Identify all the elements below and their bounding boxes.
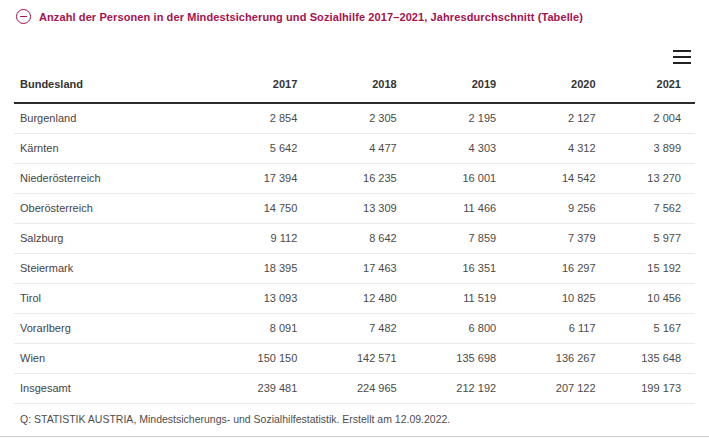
table-container: Bundesland20172018201920202021 Burgenlan… bbox=[14, 68, 695, 404]
cell-value: 2 195 bbox=[397, 103, 496, 134]
table-row: Niederösterreich17 39416 23516 00114 542… bbox=[14, 164, 695, 194]
cell-value: 14 542 bbox=[496, 164, 595, 194]
cell-value: 16 351 bbox=[397, 254, 496, 284]
row-label: Kärnten bbox=[14, 134, 198, 164]
cell-value: 207 122 bbox=[496, 374, 595, 404]
column-header-2018: 2018 bbox=[297, 68, 396, 103]
table-menu-button[interactable] bbox=[673, 50, 691, 64]
cell-value: 199 173 bbox=[596, 374, 695, 404]
cell-value: 8 642 bbox=[297, 224, 396, 254]
row-label: Insgesamt bbox=[14, 374, 198, 404]
cell-value: 16 001 bbox=[397, 164, 496, 194]
panel-header[interactable]: Anzahl der Personen in der Mindestsicher… bbox=[0, 0, 709, 24]
cell-value: 4 312 bbox=[496, 134, 595, 164]
row-label: Tirol bbox=[14, 284, 198, 314]
table-row: Kärnten5 6424 4774 3034 3123 899 bbox=[14, 134, 695, 164]
column-header-2019: 2019 bbox=[397, 68, 496, 103]
column-header-bundesland: Bundesland bbox=[14, 68, 198, 103]
table-row: Tirol13 09312 48011 51910 82510 456 bbox=[14, 284, 695, 314]
cell-value: 135 698 bbox=[397, 344, 496, 374]
cell-value: 15 192 bbox=[596, 254, 695, 284]
cell-value: 135 648 bbox=[596, 344, 695, 374]
cell-value: 10 825 bbox=[496, 284, 595, 314]
cell-value: 17 394 bbox=[198, 164, 297, 194]
cell-value: 9 112 bbox=[198, 224, 297, 254]
cell-value: 14 750 bbox=[198, 194, 297, 224]
bottom-divider bbox=[0, 436, 709, 437]
cell-value: 6 800 bbox=[397, 314, 496, 344]
column-header-2020: 2020 bbox=[496, 68, 595, 103]
cell-value: 11 519 bbox=[397, 284, 496, 314]
hamburger-icon bbox=[673, 56, 691, 58]
cell-value: 5 977 bbox=[596, 224, 695, 254]
cell-value: 12 480 bbox=[297, 284, 396, 314]
cell-value: 16 297 bbox=[496, 254, 595, 284]
table-row: Oberösterreich14 75013 30911 4669 2567 5… bbox=[14, 194, 695, 224]
cell-value: 4 303 bbox=[397, 134, 496, 164]
panel-title: Anzahl der Personen in der Mindestsicher… bbox=[39, 10, 583, 24]
cell-value: 5 167 bbox=[596, 314, 695, 344]
row-label: Steiermark bbox=[14, 254, 198, 284]
column-header-2021: 2021 bbox=[596, 68, 695, 103]
hamburger-icon bbox=[673, 62, 691, 64]
cell-value: 7 379 bbox=[496, 224, 595, 254]
source-note: Q: STATISTIK AUSTRIA, Mindestsicherungs-… bbox=[20, 413, 693, 426]
cell-value: 5 642 bbox=[198, 134, 297, 164]
minus-circle-icon[interactable] bbox=[16, 9, 31, 24]
row-label: Wien bbox=[14, 344, 198, 374]
row-label: Vorarlberg bbox=[14, 314, 198, 344]
data-table: Bundesland20172018201920202021 Burgenlan… bbox=[14, 68, 695, 404]
cell-value: 8 091 bbox=[198, 314, 297, 344]
table-row: Salzburg9 1128 6427 8597 3795 977 bbox=[14, 224, 695, 254]
row-label: Burgenland bbox=[14, 103, 198, 134]
hamburger-icon bbox=[673, 50, 691, 52]
cell-value: 150 150 bbox=[198, 344, 297, 374]
cell-value: 2 004 bbox=[596, 103, 695, 134]
cell-value: 7 859 bbox=[397, 224, 496, 254]
cell-value: 4 477 bbox=[297, 134, 396, 164]
cell-value: 239 481 bbox=[198, 374, 297, 404]
cell-value: 18 395 bbox=[198, 254, 297, 284]
table-row: Wien150 150142 571135 698136 267135 648 bbox=[14, 344, 695, 374]
row-label: Niederösterreich bbox=[14, 164, 198, 194]
cell-value: 7 482 bbox=[297, 314, 396, 344]
cell-value: 17 463 bbox=[297, 254, 396, 284]
cell-value: 11 466 bbox=[397, 194, 496, 224]
cell-value: 7 562 bbox=[596, 194, 695, 224]
cell-value: 9 256 bbox=[496, 194, 595, 224]
cell-value: 13 309 bbox=[297, 194, 396, 224]
row-label: Salzburg bbox=[14, 224, 198, 254]
page: Anzahl der Personen in der Mindestsicher… bbox=[0, 0, 709, 439]
cell-value: 13 093 bbox=[198, 284, 297, 314]
cell-value: 224 965 bbox=[297, 374, 396, 404]
row-label: Oberösterreich bbox=[14, 194, 198, 224]
table-body: Burgenland2 8542 3052 1952 1272 004Kärnt… bbox=[14, 103, 695, 404]
cell-value: 212 192 bbox=[397, 374, 496, 404]
cell-value: 2 127 bbox=[496, 103, 595, 134]
cell-value: 6 117 bbox=[496, 314, 595, 344]
table-row: Insgesamt239 481224 965212 192207 122199… bbox=[14, 374, 695, 404]
cell-value: 10 456 bbox=[596, 284, 695, 314]
cell-value: 2 305 bbox=[297, 103, 396, 134]
table-toolbar bbox=[0, 50, 709, 64]
table-row: Vorarlberg8 0917 4826 8006 1175 167 bbox=[14, 314, 695, 344]
cell-value: 136 267 bbox=[496, 344, 595, 374]
column-header-2017: 2017 bbox=[198, 68, 297, 103]
cell-value: 142 571 bbox=[297, 344, 396, 374]
table-row: Steiermark18 39517 46316 35116 29715 192 bbox=[14, 254, 695, 284]
cell-value: 3 899 bbox=[596, 134, 695, 164]
cell-value: 13 270 bbox=[596, 164, 695, 194]
cell-value: 16 235 bbox=[297, 164, 396, 194]
table-row: Burgenland2 8542 3052 1952 1272 004 bbox=[14, 103, 695, 134]
cell-value: 2 854 bbox=[198, 103, 297, 134]
header-row: Bundesland20172018201920202021 bbox=[14, 68, 695, 103]
